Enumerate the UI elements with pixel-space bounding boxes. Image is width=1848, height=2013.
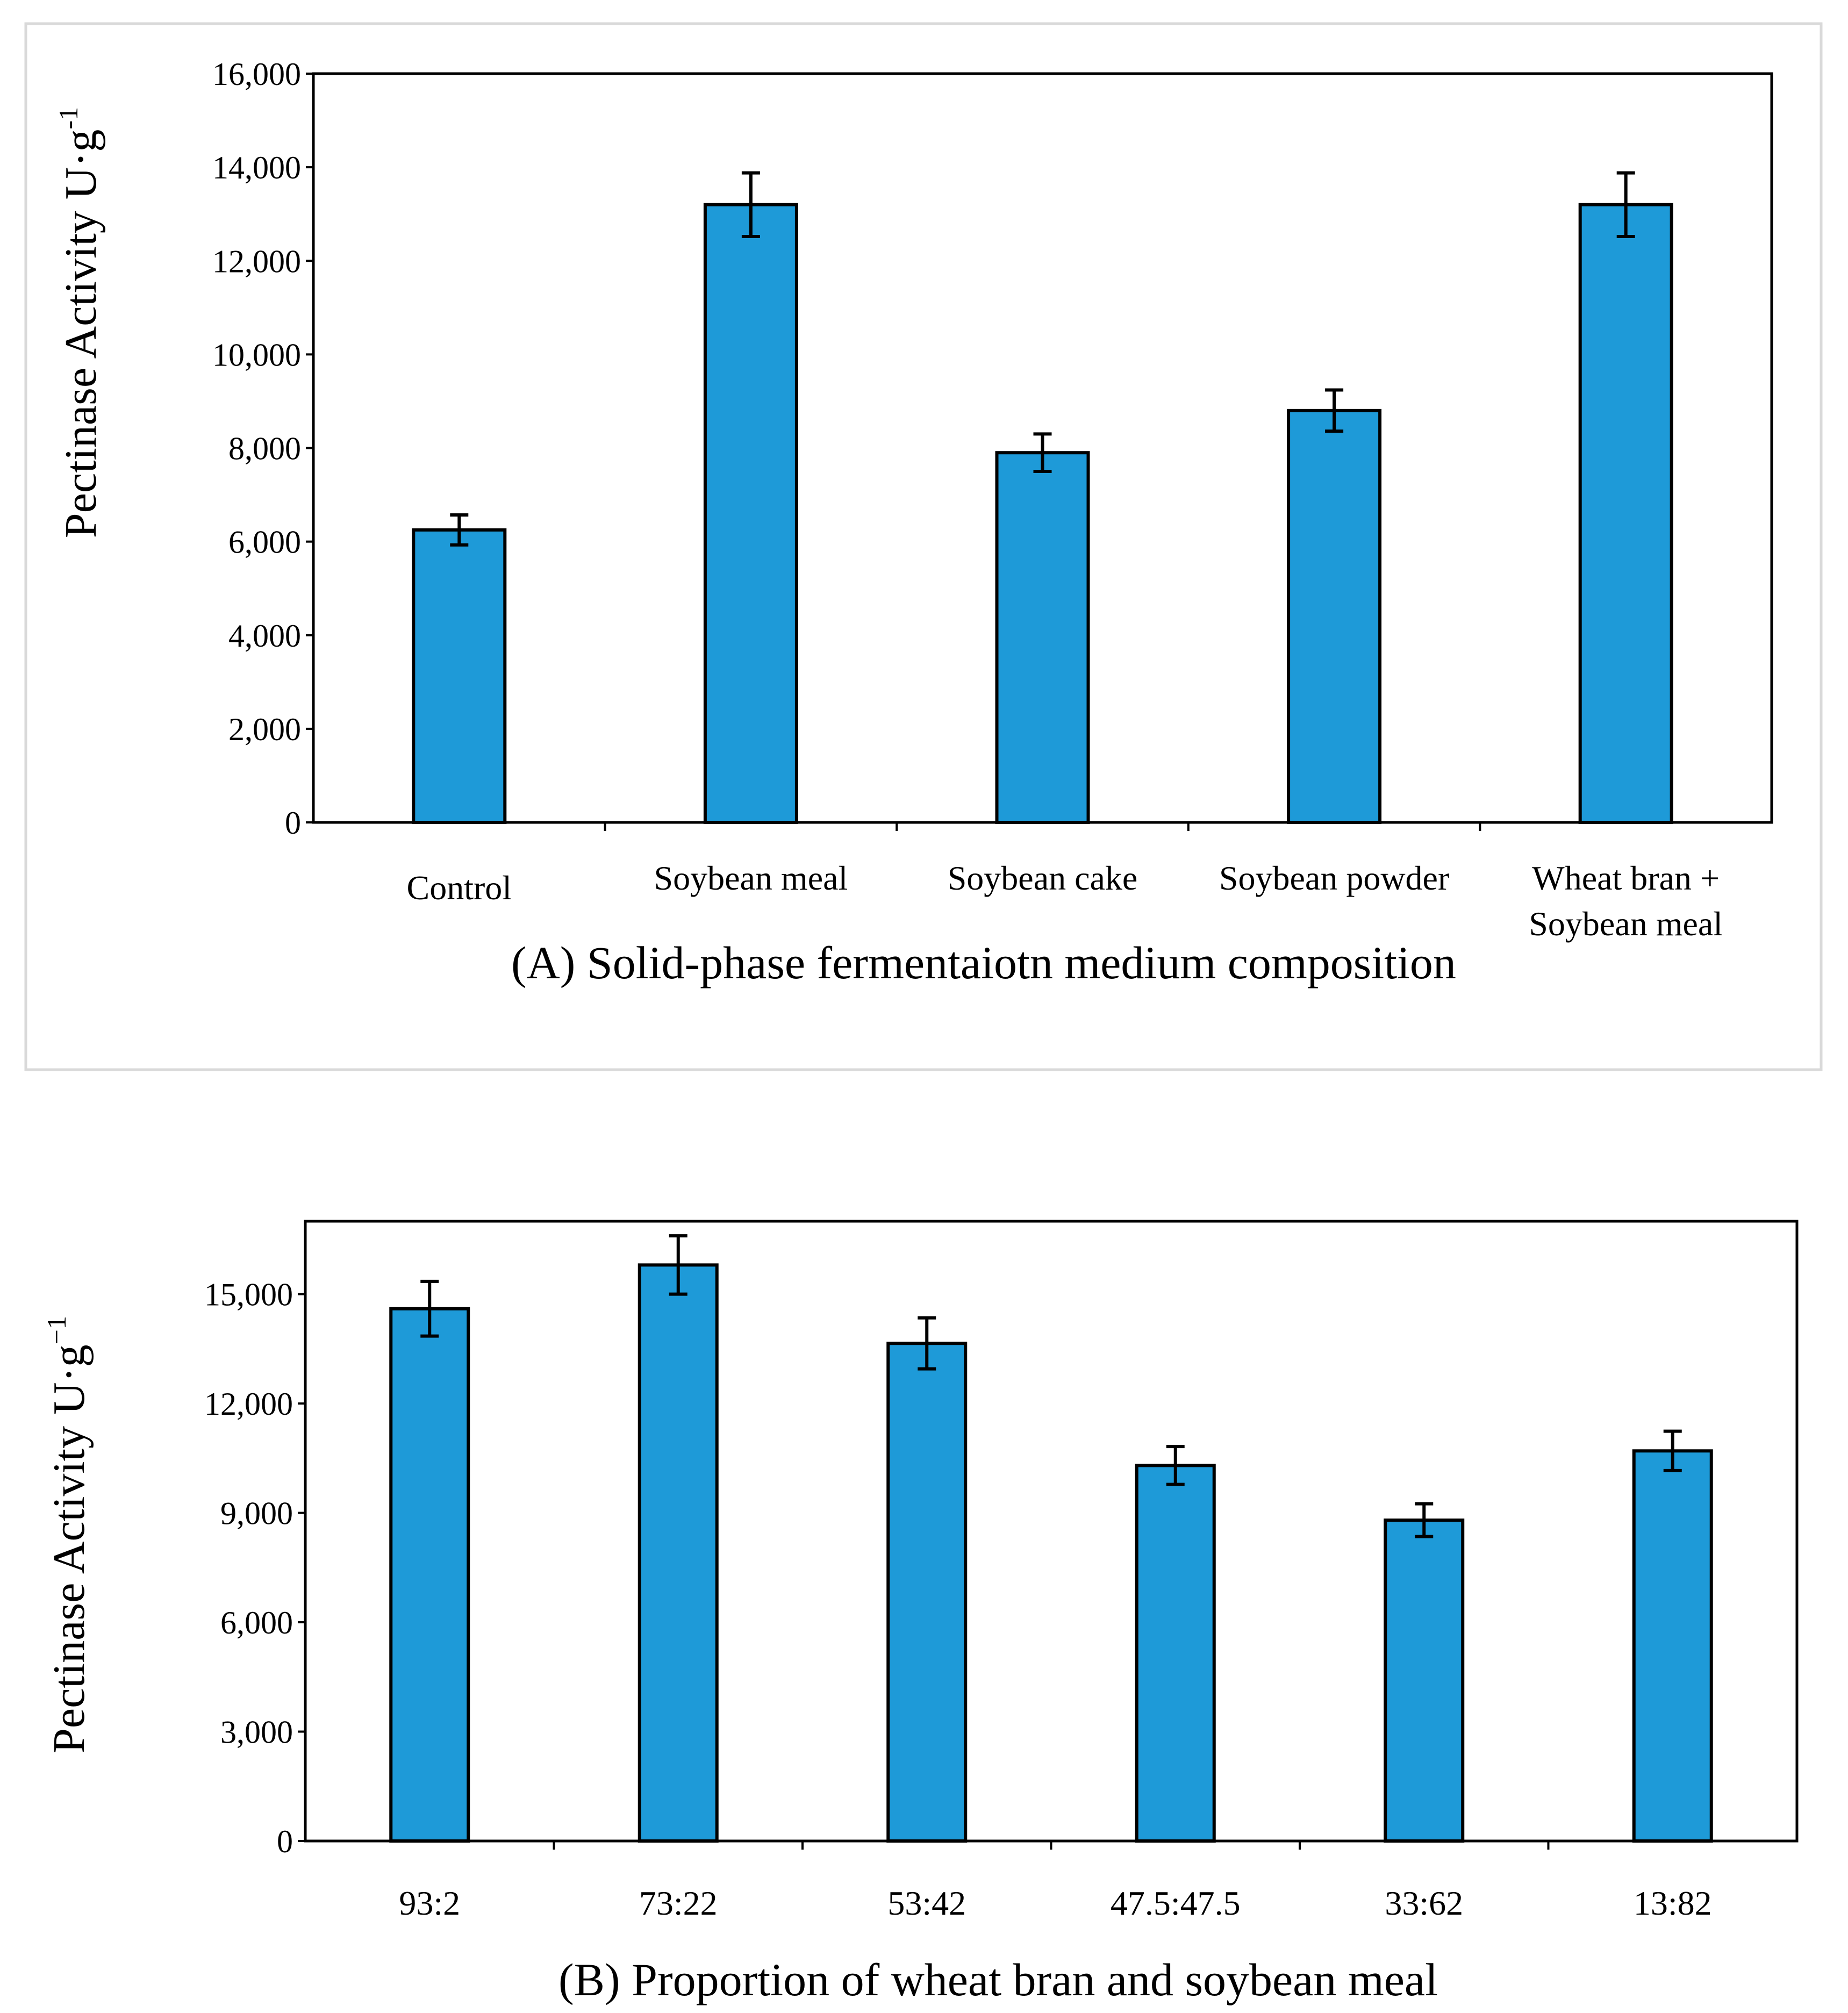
y-tick-label: 10,000 [212,337,301,372]
y-tick-label: 12,000 [204,1386,293,1422]
x-tick-label: Soybean cake [948,859,1138,897]
chart-a: 0 2,000 4,000 6,000 8,000 10,000 12,000 14,000 1… [53,56,1773,943]
chart-a-title: (A) Solid-phase fermentaiotn medium comp… [511,937,1456,988]
y-tick-label: 0 [277,1824,293,1859]
bar [389,1307,470,1843]
y-axis-title: Pectinase Activity U·g-1 [53,107,106,538]
y-tick-label: 0 [285,805,301,841]
x-tick-label: Control [407,869,512,907]
y-tick-label: 4,000 [228,618,301,654]
bar [995,451,1090,824]
x-tick-label: Soybean meal [1529,905,1723,943]
y-axis-title-text: Pectinase Activity U·g [56,130,106,539]
x-tick-label: 73:22 [639,1884,718,1922]
x-tick-label: 33:62 [1385,1884,1463,1922]
y-axis-title-text: Pectinase Activity U·g [44,1344,94,1753]
bar [1632,1449,1713,1843]
x-tick-label: 47.5:47.5 [1111,1884,1241,1922]
bar [1135,1464,1216,1843]
bar [703,203,798,824]
y-tick-label: 12,000 [212,243,301,279]
x-tick-label: Wheat bran + [1532,859,1720,897]
y-tick-label: 6,000 [228,525,301,560]
x-tick-label: 53:42 [887,1884,966,1922]
y-tick-label: 14,000 [212,150,301,185]
bar [1384,1518,1465,1843]
x-tick-label: 93:2 [399,1884,460,1922]
bar [638,1263,719,1843]
panel-a-frame [24,22,1823,1071]
y-tick-label: 3,000 [220,1715,293,1750]
bar [412,528,507,824]
y-axis-title: Pectinase Activity U·g−1 [41,1316,94,1753]
y-tick-label: 6,000 [220,1605,293,1641]
chart-b: 0 3,000 6,000 9,000 12,000 15,000 93:2 73:22 53:… [41,1220,1799,1922]
plot-area-b [304,1220,1799,1843]
chart-b-title: (B) Proportion of wheat bran and soybean… [558,1954,1438,2005]
x-tick-label: 13:82 [1634,1884,1712,1922]
bar [886,1342,968,1843]
y-tick-label: 8,000 [228,431,301,467]
x-tick-label: Soybean meal [654,859,848,897]
y-tick-label: 16,000 [212,56,301,92]
y-axis-title-exponent: -1 [53,107,83,130]
x-tick-label: Soybean powder [1219,859,1449,897]
bar [1578,203,1673,824]
bar [1287,409,1382,824]
y-tick-label: 15,000 [204,1277,293,1313]
y-tick-label: 9,000 [220,1496,293,1531]
y-tick-label: 2,000 [228,712,301,747]
y-axis-title-exponent: −1 [41,1316,71,1344]
